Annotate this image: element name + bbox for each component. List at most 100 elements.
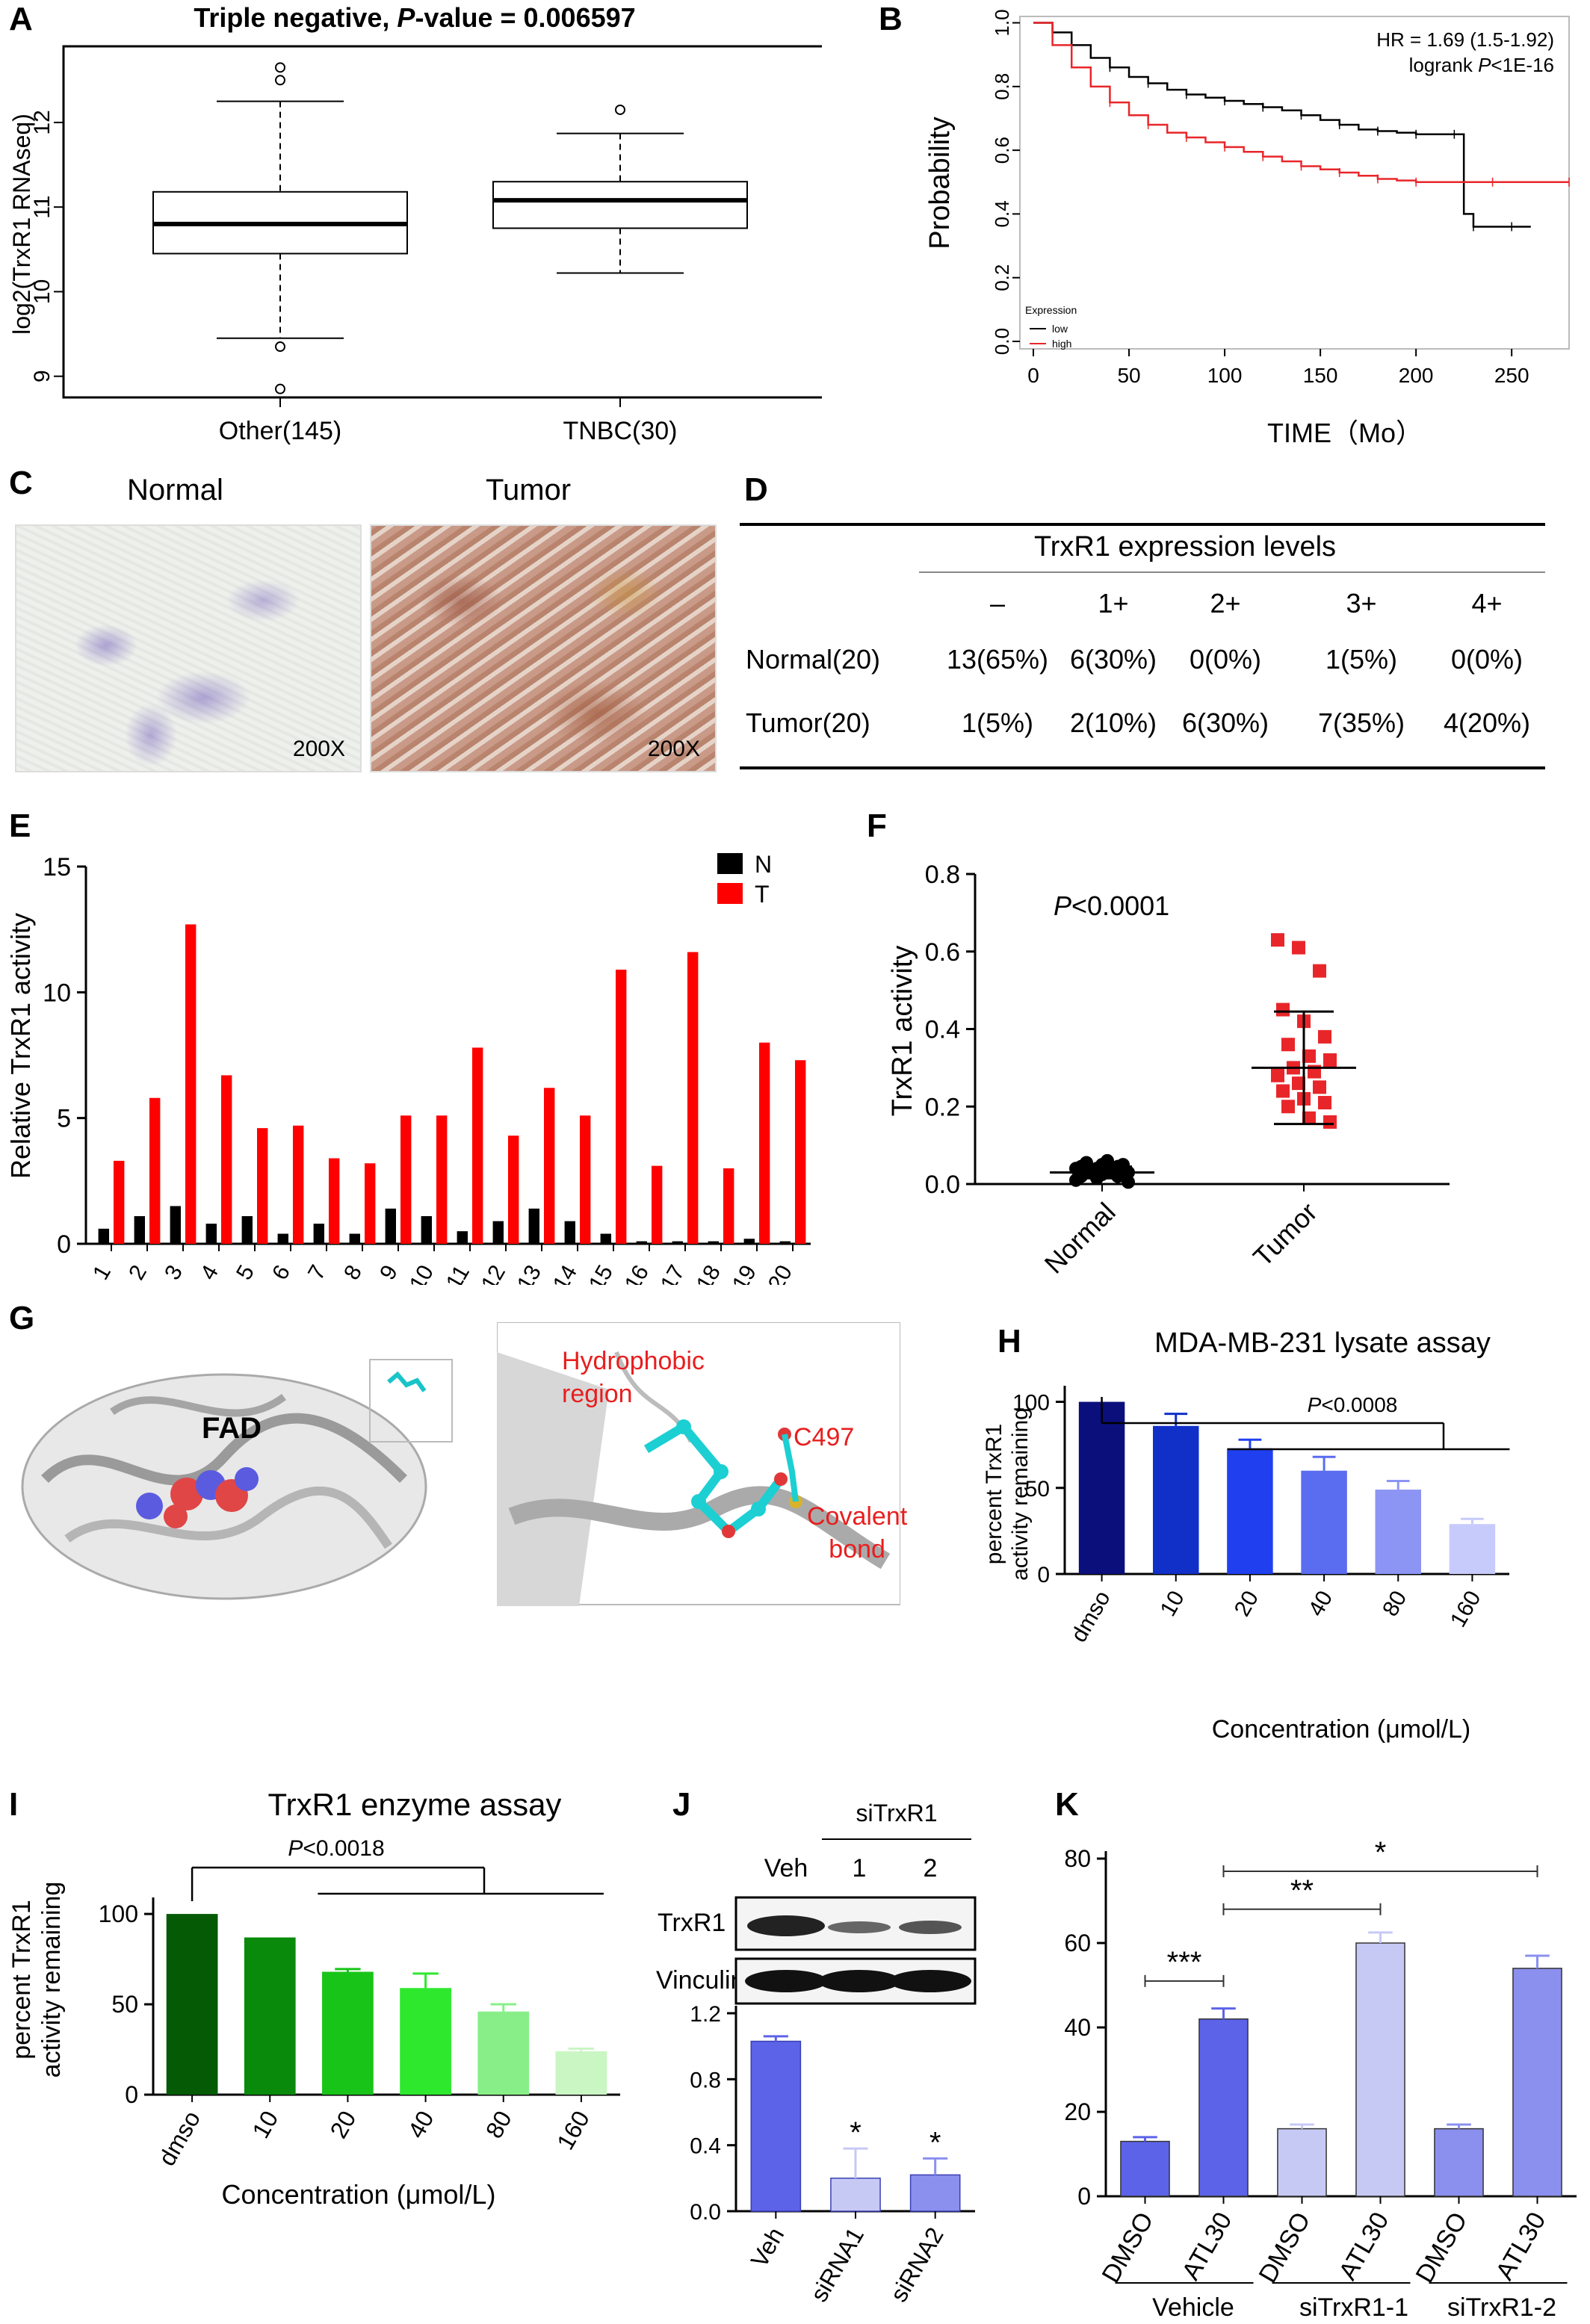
e-xtick-label: 3 (160, 1261, 188, 1284)
panel-label-h: H (997, 1323, 1021, 1360)
b-ytick-label: 1.0 (991, 9, 1013, 36)
e-bar-n (277, 1233, 288, 1244)
xtick-label: 20 (1230, 1587, 1263, 1620)
ytick-label: 100 (1012, 1391, 1050, 1416)
b-curve-high (1033, 22, 1569, 184)
b-xtick-label: 200 (1399, 364, 1434, 387)
binding-site-zoom-image (497, 1322, 900, 1606)
band-trxr1-veh (747, 1915, 825, 1936)
panel-label-c: C (9, 465, 33, 501)
e-xtick-label: 12 (477, 1261, 510, 1285)
xtick-label: Veh (746, 2223, 790, 2272)
band-vinculin-veh (745, 1970, 827, 1992)
e-bar-n (600, 1233, 611, 1244)
bar-Veh (750, 2040, 802, 2212)
table-cell: 0(0%) (1451, 644, 1523, 675)
panel-g-structure: G FAD Hydrophobic region C497 Covalent b… (0, 1300, 912, 1614)
xtick-label: DMSO (1097, 2207, 1160, 2287)
panel-h-pvalue: P<0.0008 (1308, 1393, 1398, 1416)
ytick-label: 0 (125, 2081, 138, 2108)
bar-ATL30 (1198, 2018, 1249, 2197)
e-bar-t (795, 1060, 806, 1244)
table-level-header: 2+ (1210, 588, 1240, 619)
legend-n-label: N (755, 851, 772, 878)
legend-t-label: T (755, 881, 770, 908)
a-outlier (275, 341, 285, 353)
ytick-label: 1.2 (690, 2002, 721, 2027)
xtick-label: siRNA2 (885, 2223, 948, 2307)
f-point-tumor (1292, 1076, 1305, 1091)
panel-a-title: Triple negative, P-value = 0.006597 (194, 2, 635, 33)
bar-dmso (1078, 1401, 1125, 1574)
e-bar-t (723, 1168, 734, 1244)
panel-k-bars: K Vehicle siTrxR1-1 siTrxR1-2 0 20 40 60 80 D… (1055, 1786, 1577, 2322)
panel-b-survival: B Probability TIME（Mo） HR = 1.69 (1.5-1.… (879, 1, 1570, 448)
panel-label-f: F (867, 808, 887, 844)
k-sig-label: * (1375, 1836, 1387, 1869)
panel-label-i: I (9, 1786, 18, 1823)
panel-f-scatter: F TrxR1 activity P<0.0001 0.0 0.2 0.4 0.6 0.… (867, 808, 1450, 1280)
band-label-vinculin: Vinculin (656, 1966, 744, 1995)
f-point-tumor (1271, 933, 1284, 947)
protein-overview-image (21, 1359, 453, 1600)
band-trxr1-si1 (828, 1921, 891, 1933)
tumor-magnification: 200X (647, 737, 700, 761)
xtick-label: 80 (480, 2107, 517, 2143)
f-point-tumor (1276, 1084, 1290, 1098)
bar-siRNA1 (830, 2178, 881, 2212)
f-ytick-label: 0.4 (925, 1016, 960, 1044)
bar-20 (1227, 1448, 1273, 1574)
e-ytick-label: 15 (43, 853, 71, 881)
panel-h-bars: H MDA-MB-231 lysate assay Concentration … (982, 1323, 1510, 1744)
xtick-label: siRNA1 (805, 2223, 869, 2307)
f-point-tumor (1281, 1038, 1295, 1052)
bar-DMSO (1277, 2128, 1327, 2197)
e-xtick-label: 19 (728, 1261, 761, 1285)
ytick-label: 0.0 (690, 2200, 721, 2225)
xtick-label: DMSO (1254, 2207, 1317, 2287)
a-category-label: TNBC(30) (563, 417, 677, 445)
f-point-tumor (1323, 1053, 1337, 1067)
xtick-label: 10 (247, 2107, 283, 2143)
e-ytick-label: 0 (57, 1230, 71, 1259)
panel-e-ylabel: Relative TrxR1 activity (5, 913, 36, 1179)
table-cell: 6(30%) (1182, 707, 1269, 738)
bar-10 (244, 1937, 296, 2095)
e-ytick-label: 5 (57, 1105, 71, 1133)
panel-a-boxplot: A Triple negative, P-value = 0.006597 lo… (8, 1, 822, 445)
bar-DMSO (1120, 2140, 1170, 2197)
e-xtick-label: 5 (232, 1261, 259, 1284)
group-vehicle: Vehicle (1152, 2293, 1234, 2322)
a-box (492, 181, 748, 229)
panel-i-title: TrxR1 enzyme assay (268, 1787, 562, 1822)
e-bar-n (528, 1208, 539, 1244)
b-xtick-label: 250 (1494, 364, 1529, 387)
panel-f-ylabel: TrxR1 activity (887, 946, 918, 1117)
table-cell: 7(35%) (1318, 707, 1405, 738)
e-bar-n (779, 1241, 791, 1244)
b-curve-low (1033, 22, 1531, 228)
hydrophobic-line-1: Hydrophobic (562, 1347, 705, 1375)
normal-tissue-image: 200X (15, 524, 362, 772)
e-bar-t (221, 1075, 232, 1244)
e-xtick-label: 1 (88, 1261, 116, 1284)
e-bar-n (564, 1221, 575, 1244)
bar-siRNA2 (909, 2174, 961, 2212)
panel-label-g: G (9, 1300, 35, 1336)
e-xtick-label: 7 (303, 1261, 331, 1284)
b-ytick-label: 0.2 (991, 264, 1013, 291)
legend-t-swatch (717, 883, 743, 904)
xtick-label: ATL30 (1491, 2207, 1552, 2285)
f-point-tumor (1302, 1111, 1316, 1125)
panel-h-title: MDA-MB-231 lysate assay (1154, 1327, 1491, 1359)
bar-ATL30 (1512, 1968, 1562, 2197)
f-ytick-label: 0.8 (925, 861, 960, 889)
k-sig-label: *** (1167, 1946, 1202, 1979)
e-xtick-label: 8 (339, 1261, 367, 1284)
xtick-label: 20 (325, 2107, 362, 2143)
covalent-bond-label: Covalent bond (807, 1500, 907, 1566)
ytick-label: 0.8 (690, 2068, 721, 2092)
panel-c-normal-title: Normal (127, 474, 223, 506)
ytick-label: 20 (1064, 2098, 1091, 2125)
e-bar-t (472, 1047, 483, 1244)
